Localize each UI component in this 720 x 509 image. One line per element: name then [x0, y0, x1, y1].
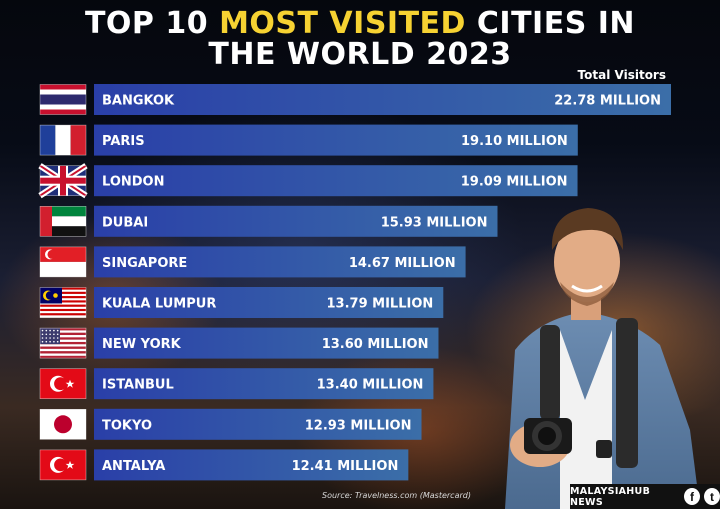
value-label: 19.10 MILLION [461, 134, 568, 149]
brand-name: MALAYSIAHUB NEWS [570, 485, 651, 508]
malaysia-flag-icon [39, 287, 87, 318]
uk-flag-icon [38, 163, 88, 199]
title-highlight: MOST VISITED [219, 6, 466, 41]
usa-flag-icon [39, 327, 87, 359]
value-label: 12.41 MILLION [292, 459, 399, 474]
category-label: SINGAPORE [102, 256, 187, 271]
bar-bangkok [94, 84, 671, 115]
turkey-flag-icon [39, 368, 87, 400]
brand-bar: MALAYSIAHUB NEWS f t [570, 484, 720, 509]
bar-tokyo [94, 408, 422, 440]
page-title: TOP 10 MOST VISITED CITIES IN THE WORLD 2… [84, 6, 636, 72]
category-label: KUALA LUMPUR [102, 297, 216, 312]
uae-flag-icon [39, 206, 87, 237]
value-label: 19.09 MILLION [461, 175, 568, 190]
value-label: 15.93 MILLION [381, 215, 488, 230]
japan-flag-icon [39, 408, 87, 440]
singapore-flag-icon [39, 246, 87, 278]
bar-singapore [94, 246, 466, 278]
value-label: 22.78 MILLION [554, 94, 661, 109]
bar-dubai [94, 205, 498, 237]
category-label: NEW YORK [102, 337, 182, 352]
bar-london [94, 165, 578, 197]
bar-kuala-lumpur [94, 287, 444, 318]
bar-antalya [94, 449, 409, 481]
bar-new-york [94, 327, 439, 359]
category-label: BANGKOK [102, 94, 175, 109]
bar-paris [94, 124, 578, 156]
turkey-flag-icon [39, 449, 87, 481]
legend-title: Total Visitors [577, 68, 666, 82]
source-note: Source: Travelness.com (Mastercard) [322, 491, 471, 500]
category-label: PARIS [102, 134, 145, 149]
category-label: ANTALYA [102, 459, 165, 474]
france-flag-icon [39, 124, 87, 156]
value-label: 14.67 MILLION [349, 256, 456, 271]
thailand-flag-icon [39, 84, 87, 115]
category-label: DUBAI [102, 215, 148, 230]
value-label: 13.60 MILLION [322, 337, 429, 352]
value-label: 12.93 MILLION [305, 418, 412, 433]
facebook-icon[interactable]: f [683, 488, 700, 505]
category-label: TOKYO [102, 418, 152, 433]
category-label: LONDON [102, 175, 164, 190]
twitter-icon[interactable]: t [703, 488, 720, 505]
category-label: ISTANBUL [102, 378, 174, 393]
bar-istanbul [94, 368, 434, 400]
value-label: 13.40 MILLION [317, 378, 424, 393]
value-label: 13.79 MILLION [327, 297, 434, 312]
